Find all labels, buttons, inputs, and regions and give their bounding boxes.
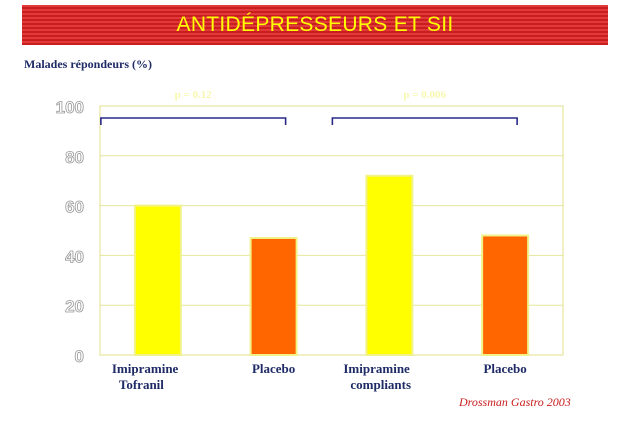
- x-tick-label: Placebo: [252, 361, 295, 376]
- x-tick-label: Imipramine: [343, 361, 410, 376]
- p-value-label: p = 0.006: [403, 89, 446, 101]
- y-tick-label: 0: [75, 347, 84, 366]
- significance-bracket: [331, 117, 518, 125]
- y-tick-label: 40: [65, 247, 84, 266]
- slide-title: ANTIDÉPRESSEURS ET SII: [22, 5, 608, 45]
- x-tick-label: Imipramine: [112, 361, 179, 376]
- significance-bracket: [100, 117, 287, 125]
- y-tick-label: 80: [65, 148, 84, 167]
- y-tick-label: 20: [65, 297, 84, 316]
- bar: [481, 234, 530, 356]
- bar: [133, 204, 182, 356]
- y-tick-label: 100: [56, 98, 84, 117]
- bar: [249, 236, 298, 356]
- x-tick-label: compliants: [350, 377, 411, 392]
- p-value-label: p = 0.12: [175, 89, 213, 101]
- x-tick-label: Placebo: [483, 361, 526, 376]
- bar: [365, 174, 414, 356]
- y-axis-caption: Malades répondeurs (%): [24, 57, 152, 71]
- y-tick-label: 60: [65, 198, 84, 217]
- source-citation: Drossman Gastro 2003: [459, 395, 571, 409]
- x-tick-label: Tofranil: [119, 377, 164, 392]
- plot-border: [99, 105, 564, 356]
